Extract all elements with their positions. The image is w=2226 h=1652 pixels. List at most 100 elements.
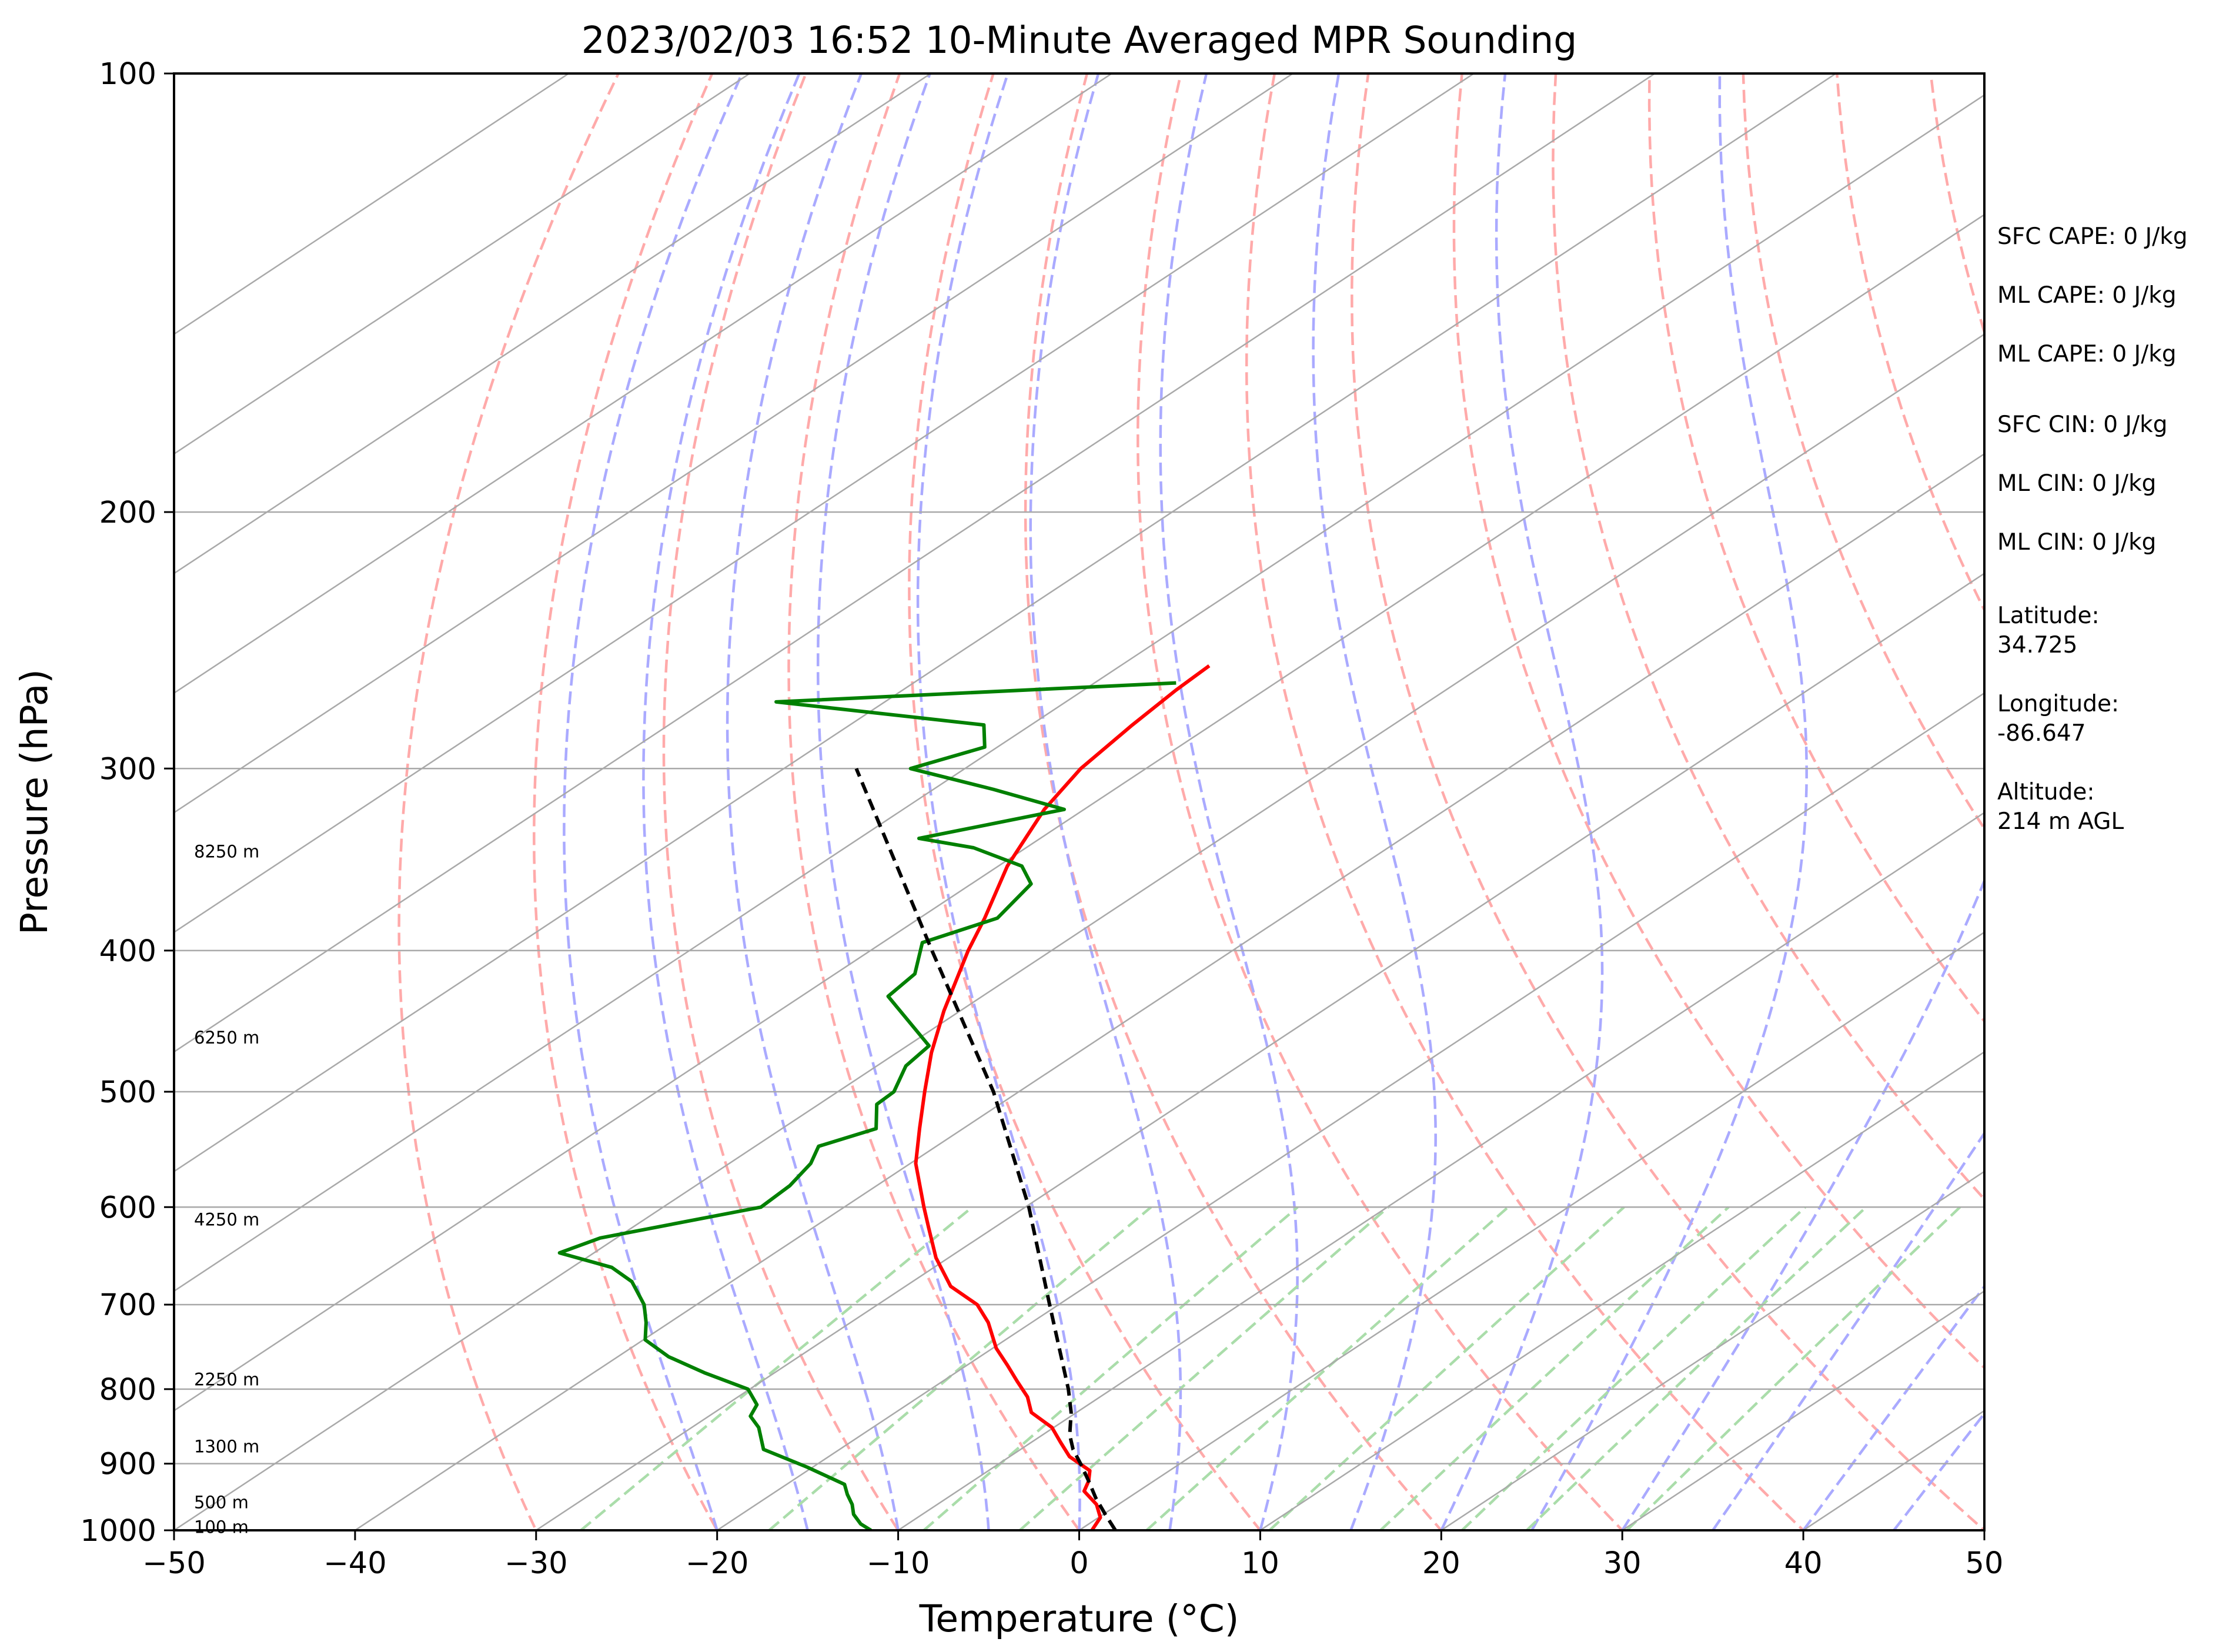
y-tick-label: 500 [99,1075,156,1110]
parcel-profile-line [854,768,1117,1530]
mixing-ratio-line [1626,1206,1961,1530]
chart-title: 2023/02/03 16:52 10-Minute Averaged MPR … [581,19,1577,62]
annotation-text: 214 m AGL [1997,808,2124,835]
isotherm [174,73,1475,934]
mixing-ratio-line [1526,1206,1867,1530]
isotherm [716,692,1984,1530]
x-tick-label: 0 [1069,1546,1088,1581]
x-tick-label: −50 [142,1546,206,1581]
isotherm [897,811,1984,1530]
isotherm [174,73,932,574]
isotherm [174,73,751,455]
background-lines [174,41,2226,1561]
dewpoint-line [557,681,1176,1530]
dry-adiabat [1452,73,1984,1370]
y-tick-label: 1000 [80,1514,156,1549]
temperature-line [914,664,1211,1530]
moist-adiabat [1440,73,1604,1530]
isotherm [174,94,1984,1292]
x-tick-label: 20 [1422,1546,1460,1581]
sounding-lines [557,664,1211,1530]
y-tick-label: 200 [99,496,156,530]
height-label: 1300 m [194,1437,259,1457]
moist-adiabat [1159,73,1299,1530]
y-tick-label: 700 [99,1288,156,1323]
y-tick-label: 100 [99,57,156,92]
isotherm [1259,1051,1984,1530]
annotation-text: Latitude: [1997,603,2100,629]
y-axis-label: Pressure (hPa) [13,669,56,935]
isotherm [2118,41,2226,1561]
isotherm [174,73,1114,694]
x-tick-label: 50 [1966,1546,2004,1581]
dry-adiabat [2205,41,2226,1561]
x-tick-label: −30 [504,1546,568,1581]
x-tick-label: −20 [686,1546,749,1581]
height-label: 2250 m [194,1370,259,1390]
annotation-text: Altitude: [1997,779,2095,805]
annotation-text: ML CIN: 0 J/kg [1997,470,2156,497]
annotation-text: ML CIN: 0 J/kg [1997,529,2156,556]
moist-adiabat [816,73,990,1530]
height-label: 4250 m [194,1210,259,1230]
isotherm [1440,1171,1984,1530]
y-tick-label: 900 [99,1447,156,1482]
x-tick-label: −40 [323,1546,387,1581]
x-tick-label: 10 [1241,1546,1279,1581]
isotherm [174,73,570,336]
moist-adiabat [916,73,1081,1530]
isotherm [353,453,1984,1530]
chart-text: 100 m 500 m 1300 m 2250 m 4250 m 6250 m 8250 m… [13,19,2188,1640]
moist-adiabat [1530,73,1808,1530]
x-tick-label: 30 [1603,1546,1642,1581]
isotherm [1620,1290,1984,1530]
dry-adiabat [908,73,1262,1530]
dry-adiabat [1245,73,1806,1530]
isotherm [1078,931,1984,1530]
moist-adiabat [642,73,809,1530]
dry-adiabat [1351,73,1984,1530]
moist-adiabat [1029,73,1182,1530]
axis-ticks [164,72,1986,1540]
isotherm [174,73,1295,814]
y-tick-label: 600 [99,1190,156,1225]
dry-adiabat [787,73,1081,1530]
annotation-text: ML CAPE: 0 J/kg [1997,282,2177,309]
dry-adiabat [533,73,719,1530]
x-axis-label: Temperature (°C) [919,1597,1239,1640]
annotation-text: -86.647 [1997,720,2086,747]
dry-adiabat [1552,73,1984,1202]
mixing-ratio-line [580,1206,974,1530]
annotation-text: 34.725 [1997,632,2077,658]
x-tick-label: −10 [867,1546,930,1581]
annotation-text: SFC CAPE: 0 J/kg [1997,223,2188,250]
moist-adiabat [1712,1131,1984,1530]
annotation-text: ML CAPE: 0 J/kg [1997,341,2177,367]
isotherm [534,572,1984,1530]
moist-adiabat [1621,877,1984,1530]
height-label: 100 m [194,1517,249,1537]
y-tick-label: 800 [99,1373,156,1407]
moist-adiabat [563,73,744,1530]
isotherm [174,73,1656,1053]
annotation-text: SFC CIN: 0 J/kg [1997,412,2167,438]
dry-adiabat [1137,73,1625,1530]
mixing-ratio-line [1379,1206,1730,1530]
height-label: 8250 m [194,841,259,861]
x-tick-label: 40 [1784,1546,1823,1581]
isotherm [174,73,1837,1173]
plot-background [174,73,1984,1530]
dry-adiabat [1024,73,1443,1530]
height-label: 6250 m [194,1028,259,1048]
moist-adiabat [726,73,900,1530]
y-tick-label: 300 [99,752,156,787]
isotherm [174,333,1984,1530]
y-tick-label: 400 [99,934,156,969]
annotation-text: Longitude: [1997,691,2119,717]
dry-adiabat [2113,41,2226,1561]
isotherm [174,213,1984,1412]
height-label: 500 m [194,1493,249,1513]
dry-adiabat [397,73,620,1530]
dry-adiabat [662,73,900,1530]
